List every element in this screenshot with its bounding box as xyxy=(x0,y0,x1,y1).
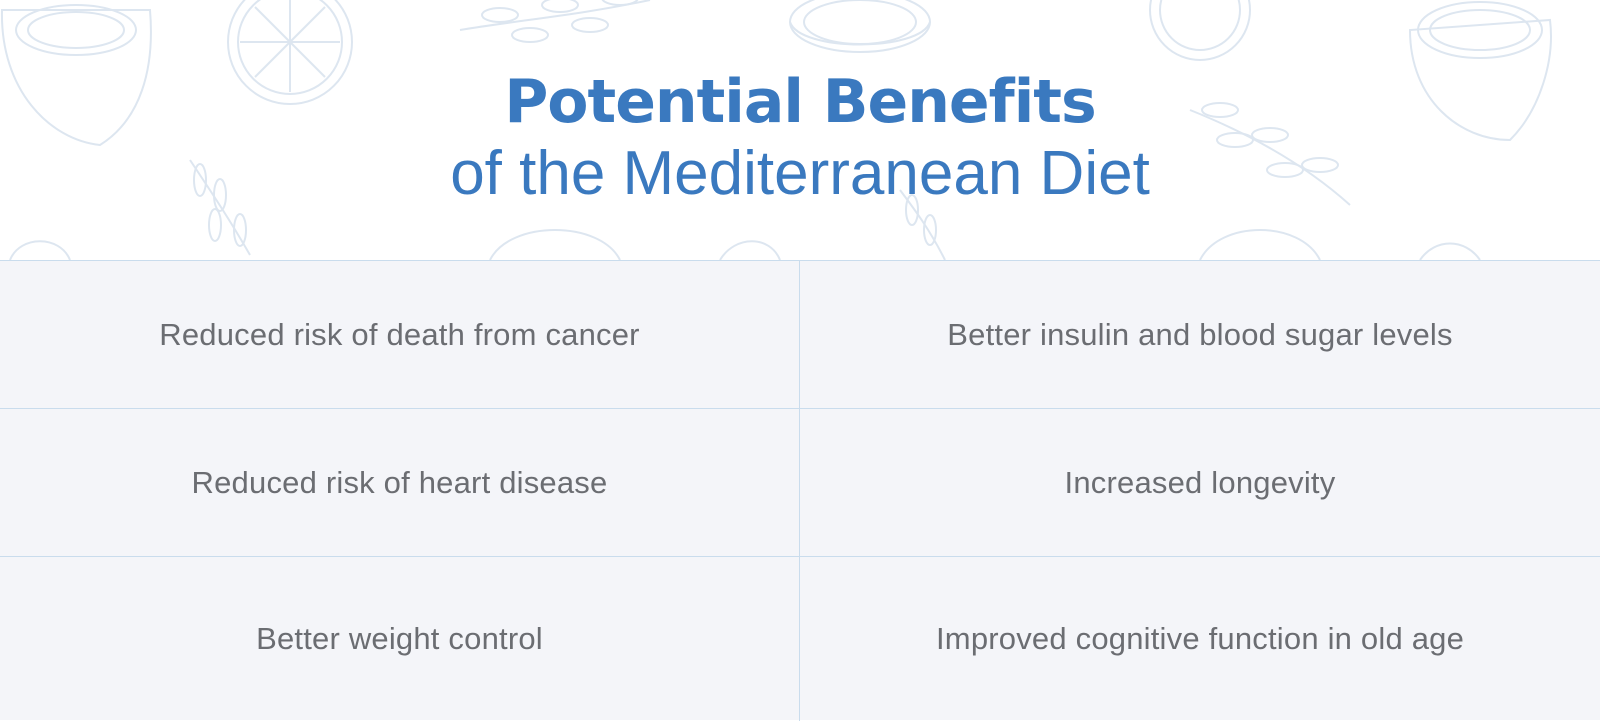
herb-branch-illustration xyxy=(899,189,946,260)
herb-branch-illustration xyxy=(1189,102,1351,206)
lemon-half-illustration xyxy=(789,0,931,53)
page-subtitle: of the Mediterranean Diet xyxy=(450,139,1150,208)
lemon-edge-illustration xyxy=(1199,229,1321,260)
lemon-edge-illustration xyxy=(1419,242,1481,260)
herb-branch-illustration xyxy=(459,0,651,43)
page-title: Potential Benefits xyxy=(504,67,1096,137)
herb-branch-illustration xyxy=(189,159,251,256)
lemon-edge-illustration xyxy=(489,229,621,260)
lemon-edge-illustration xyxy=(719,240,781,260)
benefit-cell: Reduced risk of heart disease xyxy=(0,409,800,557)
benefits-grid: Reduced risk of death from cancer Better… xyxy=(0,260,1600,721)
benefit-cell: Reduced risk of death from cancer xyxy=(0,261,800,409)
benefit-cell: Improved cognitive function in old age xyxy=(935,621,1465,656)
lemon-slice-illustration xyxy=(1149,0,1251,61)
lemon-half-illustration xyxy=(0,4,152,147)
header-banner: Potential Benefits of the Mediterranean … xyxy=(0,0,1600,260)
lemon-half-illustration xyxy=(1408,1,1552,142)
lemon-slice-illustration xyxy=(227,0,353,105)
benefit-cell: Increased longevity xyxy=(800,409,1600,557)
benefit-cell: Better weight control xyxy=(0,557,800,721)
lemon-herb-pattern-background xyxy=(0,0,1552,260)
benefit-cell: Better insulin and blood sugar levels xyxy=(800,261,1600,409)
lemon-edge-illustration xyxy=(9,240,71,260)
